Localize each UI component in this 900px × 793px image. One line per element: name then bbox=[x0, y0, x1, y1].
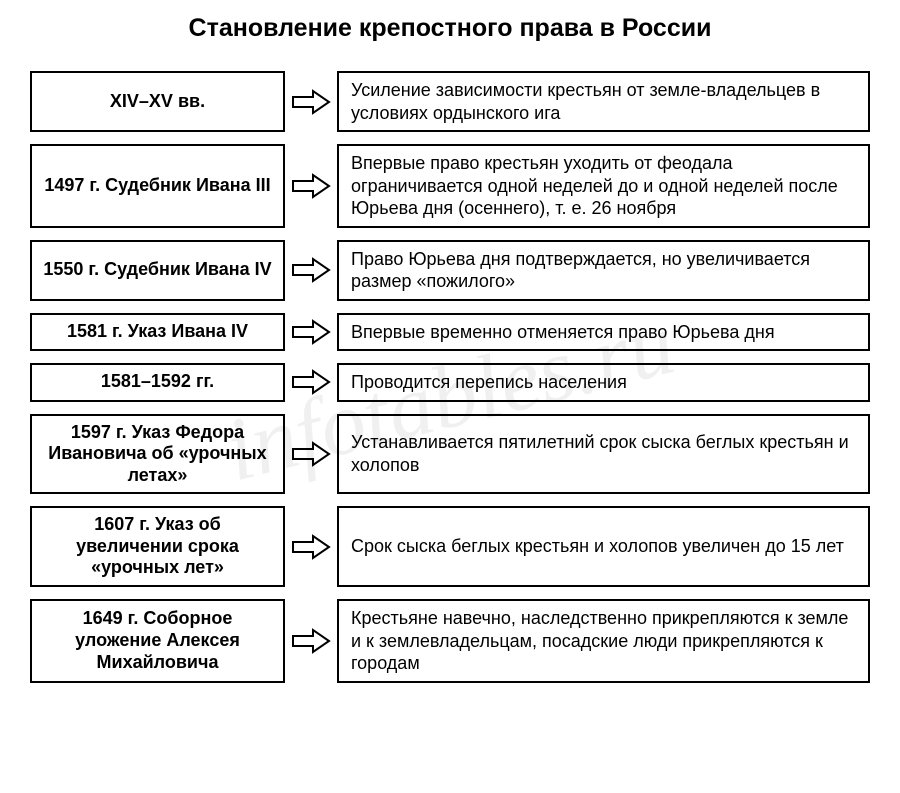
period-box: 1550 г. Судебник Ивана IV bbox=[30, 240, 285, 301]
description-box: Впервые временно отменяется право Юрьева… bbox=[337, 313, 870, 352]
diagram-row: XIV–XV вв. Усиление зависимости крестьян … bbox=[30, 71, 870, 132]
diagram-row: 1497 г. Судебник Ивана III Впервые право … bbox=[30, 144, 870, 228]
diagram-row: 1581 г. Указ Ивана IV Впервые временно от… bbox=[30, 313, 870, 352]
description-box: Крестьяне навечно, наследственно прикреп… bbox=[337, 599, 870, 683]
arrow-right-icon bbox=[285, 240, 337, 301]
diagram-row: 1597 г. Указ Федора Ивановича об «урочны… bbox=[30, 414, 870, 495]
arrow-right-icon bbox=[285, 313, 337, 352]
diagram-row: 1581–1592 гг. Проводится перепись населен… bbox=[30, 363, 870, 402]
arrow-right-icon bbox=[285, 363, 337, 402]
period-box: 1597 г. Указ Федора Ивановича об «урочны… bbox=[30, 414, 285, 495]
description-box: Впервые право крестьян уходить от феодал… bbox=[337, 144, 870, 228]
description-box: Проводится перепись населения bbox=[337, 363, 870, 402]
description-box: Усиление зависимости крестьян от земле-в… bbox=[337, 71, 870, 132]
arrow-right-icon bbox=[285, 506, 337, 587]
arrow-right-icon bbox=[285, 599, 337, 683]
description-box: Право Юрьева дня подтверждается, но увел… bbox=[337, 240, 870, 301]
period-box: 1649 г. Соборное уложение Алексея Михайл… bbox=[30, 599, 285, 683]
diagram-row: 1607 г. Указ об увеличении срока «урочны… bbox=[30, 506, 870, 587]
arrow-right-icon bbox=[285, 414, 337, 495]
diagram-row: 1649 г. Соборное уложение Алексея Михайл… bbox=[30, 599, 870, 683]
period-box: 1497 г. Судебник Ивана III bbox=[30, 144, 285, 228]
description-box: Устанавливается пятилетний срок сыска бе… bbox=[337, 414, 870, 495]
period-box: 1607 г. Указ об увеличении срока «урочны… bbox=[30, 506, 285, 587]
page-title: Становление крепостного права в России bbox=[30, 14, 870, 43]
diagram-row: 1550 г. Судебник Ивана IV Право Юрьева дн… bbox=[30, 240, 870, 301]
period-box: 1581–1592 гг. bbox=[30, 363, 285, 402]
diagram-rows: XIV–XV вв. Усиление зависимости крестьян … bbox=[30, 71, 870, 683]
arrow-right-icon bbox=[285, 71, 337, 132]
period-box: 1581 г. Указ Ивана IV bbox=[30, 313, 285, 352]
arrow-right-icon bbox=[285, 144, 337, 228]
period-box: XIV–XV вв. bbox=[30, 71, 285, 132]
description-box: Срок сыска беглых крестьян и холопов уве… bbox=[337, 506, 870, 587]
